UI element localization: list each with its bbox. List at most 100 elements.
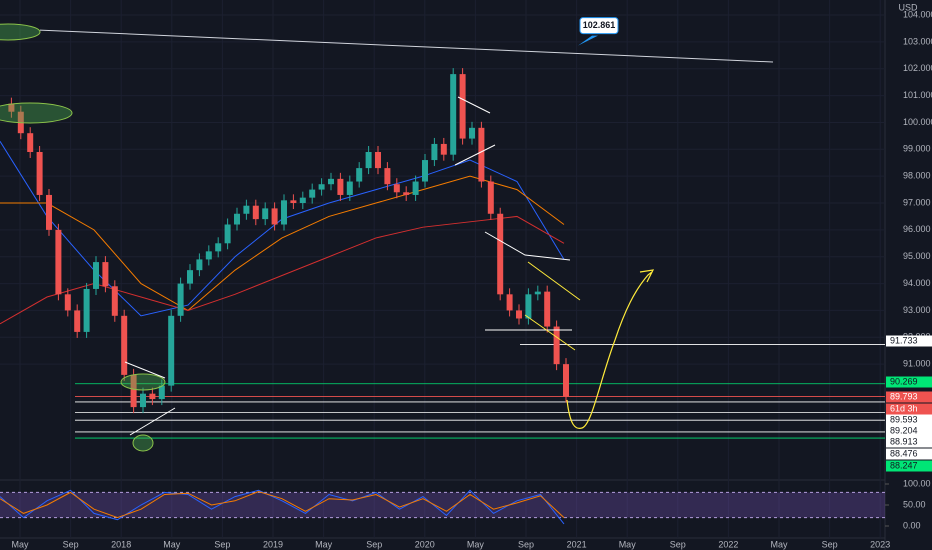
candle (140, 393, 146, 408)
x-tick-label: Sep (670, 539, 686, 549)
level-tag (886, 448, 932, 460)
x-tick-label: May (163, 539, 181, 549)
y-tick-label: 100.000 (903, 117, 932, 127)
currency-label: USD (898, 2, 918, 12)
candle (534, 291, 541, 295)
candle (111, 286, 118, 316)
y-tick-label: 101.000 (903, 90, 932, 100)
candle (187, 270, 193, 284)
candle (544, 291, 551, 327)
level-tag (886, 436, 932, 448)
oscillator-tick-label: 50.00 (903, 499, 926, 509)
candle (553, 326, 560, 365)
candle (365, 151, 372, 169)
candle (93, 262, 99, 289)
y-tick-label: 102.000 (903, 63, 932, 73)
level-label: 88.247 (890, 460, 918, 470)
level-tag (886, 425, 932, 437)
candle (403, 192, 410, 195)
candle (234, 213, 240, 225)
candle (384, 168, 391, 185)
level-label: 88.913 (890, 436, 918, 446)
x-tick-label: Sep (822, 539, 838, 549)
candle (46, 194, 52, 230)
x-tick-label: 2018 (111, 539, 131, 549)
candle (356, 168, 363, 182)
x-tick-label: Sep (214, 539, 230, 549)
y-tick-label: 94.000 (903, 278, 931, 288)
x-tick-label: May (315, 539, 333, 549)
level-tag (886, 414, 932, 426)
candle (262, 208, 269, 220)
candle (318, 184, 325, 190)
level-tag (886, 391, 932, 403)
candle (497, 213, 504, 295)
candle (440, 143, 447, 155)
candle (290, 200, 297, 204)
candle (309, 189, 316, 198)
level-label: 88.476 (890, 448, 918, 458)
candle (393, 184, 400, 193)
candle (27, 133, 34, 152)
candle (281, 200, 287, 225)
candle (431, 143, 438, 161)
candle (205, 251, 212, 260)
level-tag (886, 376, 932, 388)
oscillator-tick-label: 100.00 (903, 478, 931, 488)
candle (487, 181, 494, 214)
candle (224, 224, 231, 244)
level-label: 91.733 (890, 335, 918, 345)
candle (215, 243, 222, 252)
x-tick-label: May (467, 539, 485, 549)
candle (177, 283, 184, 316)
candle (83, 288, 90, 332)
callout-box (579, 17, 619, 35)
candle (337, 178, 344, 195)
candle (252, 205, 259, 220)
candle (346, 181, 353, 195)
candle (506, 294, 513, 311)
y-tick-label: 97.000 (903, 197, 931, 207)
candle (422, 160, 428, 182)
candle (299, 197, 306, 204)
candle (8, 103, 15, 112)
candle (74, 310, 81, 332)
candle (271, 208, 278, 225)
x-tick-label: May (770, 539, 788, 549)
countdown-label: 61d 3h (890, 403, 918, 413)
oscillator-line (0, 489, 565, 525)
oscillator-line (0, 491, 565, 519)
y-tick-label: 93.000 (903, 305, 931, 315)
x-tick-label: May (619, 539, 637, 549)
moving-average (0, 175, 565, 312)
oscillator-tick-label: 0.00 (903, 520, 921, 530)
x-tick-label: Sep (366, 539, 382, 549)
candle (102, 262, 109, 287)
callout-label: 102.861 (583, 20, 616, 30)
candle (478, 127, 485, 182)
candle (243, 205, 250, 214)
candle (121, 315, 128, 375)
trendline (39, 29, 774, 63)
countdown-tag (886, 403, 932, 415)
candle (130, 374, 137, 408)
x-tick-label: May (11, 539, 29, 549)
candle (450, 74, 457, 155)
level-label: 89.204 (890, 425, 918, 435)
candle (375, 151, 381, 169)
candle (64, 294, 71, 311)
y-tick-label: 96.000 (903, 224, 931, 234)
x-tick-label: 2021 (567, 539, 587, 549)
callout-pointer (578, 35, 598, 46)
candle (525, 294, 532, 319)
candle (412, 181, 419, 195)
drawings (0, 23, 655, 452)
y-tick-label: 95.000 (903, 251, 931, 261)
candle (149, 393, 156, 400)
level-label: 89.593 (890, 414, 918, 424)
candle (168, 315, 175, 386)
candle (469, 127, 475, 139)
candle (563, 364, 569, 397)
